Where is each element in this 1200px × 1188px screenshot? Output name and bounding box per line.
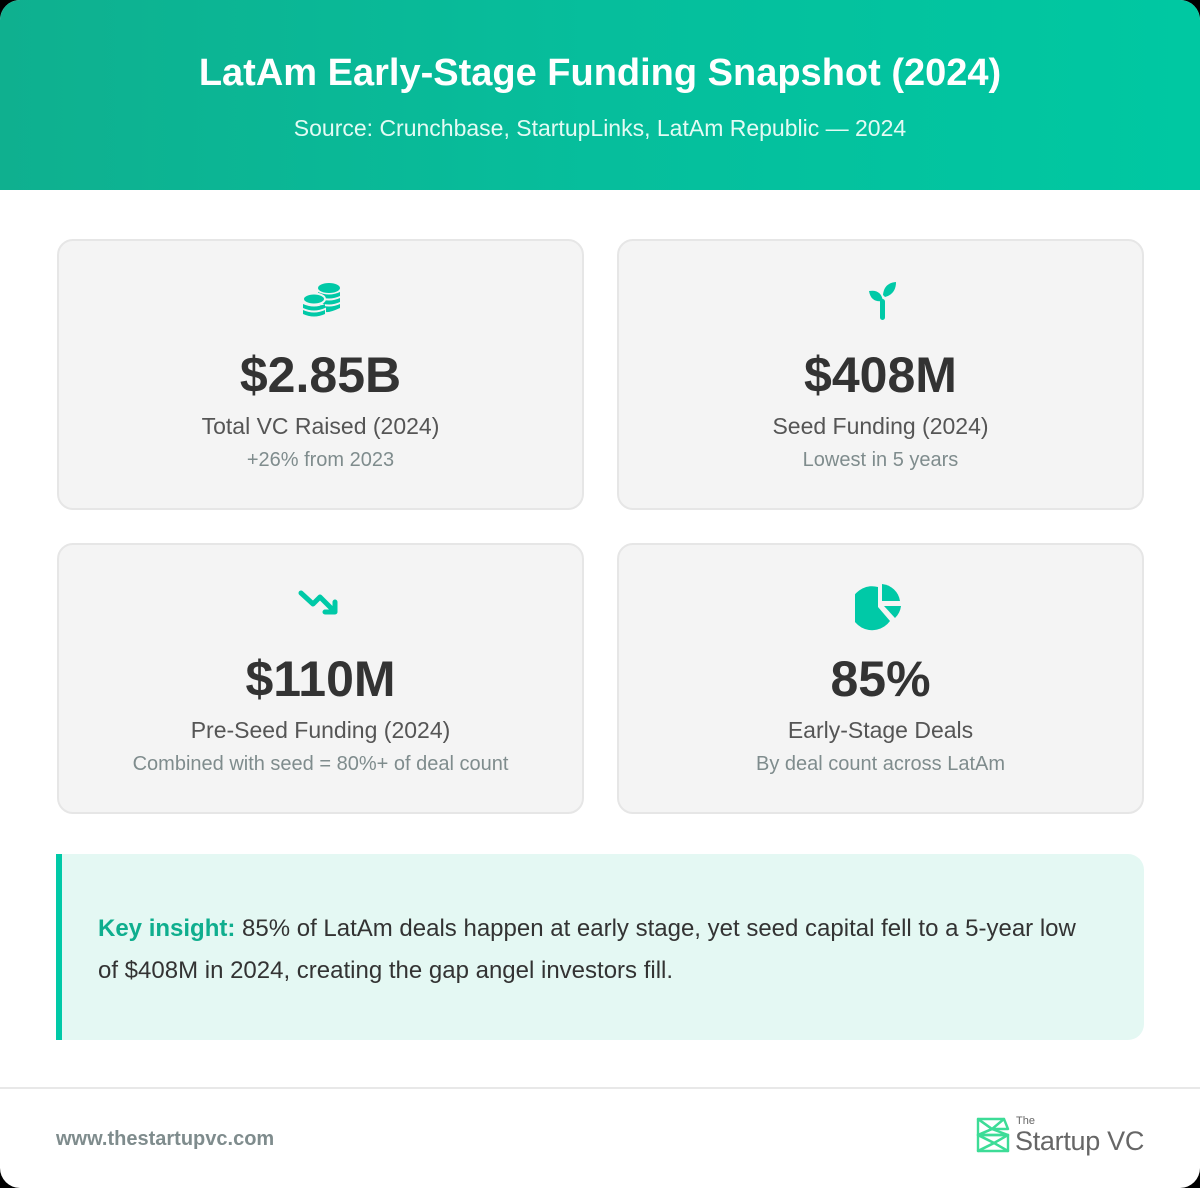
footer-divider xyxy=(0,1087,1200,1089)
stat-value: 85% xyxy=(830,651,931,707)
key-insight-text: 85% of LatAm deals happen at early stage… xyxy=(98,915,1076,984)
trend-down-icon xyxy=(295,579,347,631)
logo-the-text: The xyxy=(1016,1115,1035,1127)
logo-name-text: Startup VC xyxy=(1015,1126,1145,1156)
startup-vc-logo: The Startup VC xyxy=(975,1113,1150,1159)
stat-subtext: +26% from 2023 xyxy=(246,449,395,471)
stat-subtext: Combined with seed = 80%+ of deal count xyxy=(132,753,509,775)
stat-card-pre-seed: $110M Pre-Seed Funding (2024) Combined w… xyxy=(57,543,584,814)
header-banner: LatAm Early-Stage Funding Snapshot (2024… xyxy=(0,0,1200,190)
source-subtitle: Source: Crunchbase, StartupLinks, LatAm … xyxy=(293,115,907,141)
stat-card-early-stage: 85% Early-Stage Deals By deal count acro… xyxy=(617,543,1144,814)
stat-card-seed: $408M Seed Funding (2024) Lowest in 5 ye… xyxy=(617,239,1144,510)
stat-value: $110M xyxy=(245,651,396,707)
coins-icon xyxy=(295,275,347,327)
logo-mark-icon xyxy=(976,1117,1010,1153)
key-insight-label: Key insight: xyxy=(98,915,236,942)
stat-subtext: Lowest in 5 years xyxy=(802,449,959,471)
page-title: LatAm Early-Stage Funding Snapshot (2024… xyxy=(198,52,1002,94)
stat-card-total-vc: $2.85B Total VC Raised (2024) +26% from … xyxy=(57,239,584,510)
sprout-icon xyxy=(855,275,907,327)
stat-label: Total VC Raised (2024) xyxy=(201,413,440,439)
stat-label: Pre-Seed Funding (2024) xyxy=(190,717,451,743)
stat-label: Early-Stage Deals xyxy=(787,717,974,743)
stat-value: $2.85B xyxy=(239,347,402,403)
stat-label: Seed Funding (2024) xyxy=(772,413,989,439)
stat-subtext: By deal count across LatAm xyxy=(755,753,1005,775)
footer-website-link[interactable]: www.thestartupvc.com xyxy=(56,1128,275,1150)
stat-value: $408M xyxy=(804,347,957,403)
key-insight-box: Key insight: 85% of LatAm deals happen a… xyxy=(56,854,1144,1040)
pie-chart-icon xyxy=(854,579,907,631)
